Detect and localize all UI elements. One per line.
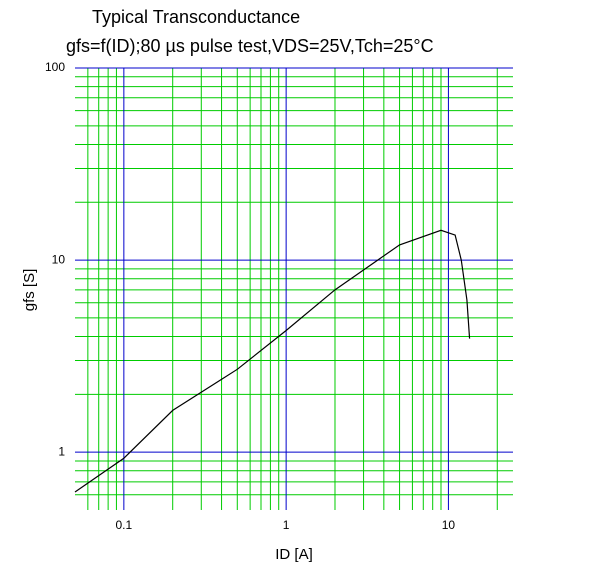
y-tick-label: 1 <box>58 444 65 458</box>
x-axis-label: ID [A] <box>275 546 313 563</box>
chart: Typical Transconductance gfs=f(ID);80 µs… <box>0 0 613 572</box>
x-tick-label: 0.1 <box>116 518 133 532</box>
x-tick-label: 10 <box>442 518 456 532</box>
chart-title: Typical Transconductance <box>92 7 300 27</box>
y-axis-label: gfs [S] <box>21 269 38 312</box>
y-tick-label: 100 <box>45 60 65 74</box>
y-tick-label: 10 <box>52 252 66 266</box>
data-line <box>75 230 470 492</box>
chart-subtitle: gfs=f(ID);80 µs pulse test,VDS=25V,Tch=2… <box>66 36 434 56</box>
x-tick-label: 1 <box>283 518 290 532</box>
